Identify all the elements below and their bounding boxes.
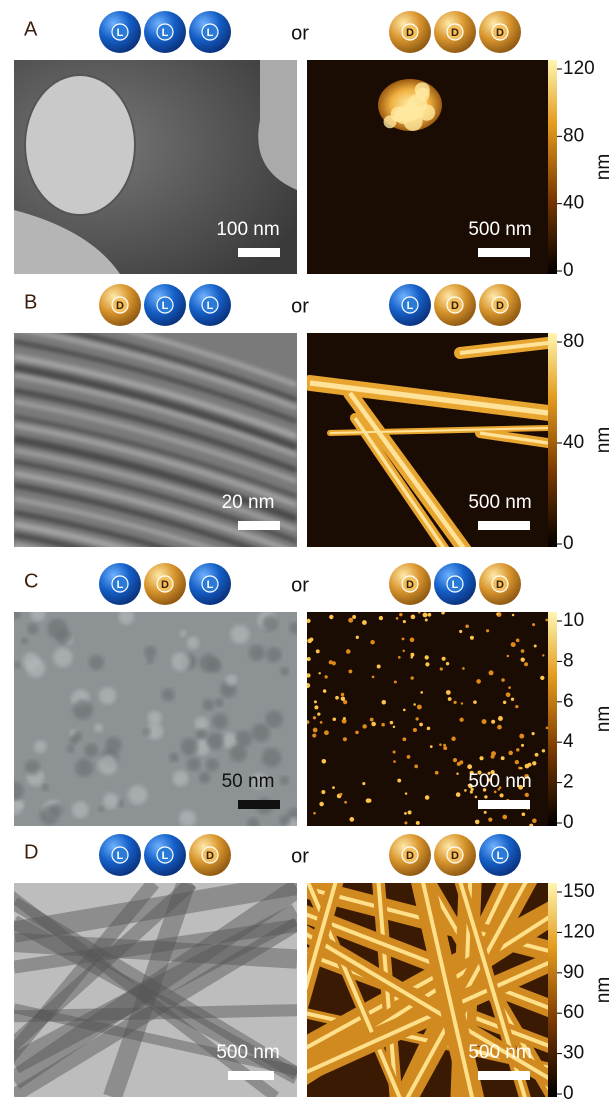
scale-label: 500 nm — [468, 1042, 531, 1063]
bead-letter: L — [117, 579, 124, 591]
scale-bar — [238, 521, 280, 530]
figure: ALLLorDDD100 nm500 nm04080120nmBDLLorLDD… — [0, 0, 614, 1106]
bead-letter: D — [451, 850, 459, 862]
colorbar-tick-label: 0 — [563, 533, 574, 554]
bead-letter: L — [117, 27, 124, 39]
tem-image — [5, 607, 303, 832]
bead-letter: L — [117, 850, 124, 862]
colorbar-tick-label: 0 — [563, 812, 574, 833]
colorbar-unit: nm — [593, 706, 614, 732]
colorbar-tick-label: 80 — [563, 125, 584, 146]
colorbar — [548, 333, 557, 547]
scale-label: 50 nm — [222, 771, 275, 792]
scale-label: 500 nm — [468, 771, 531, 792]
colorbar-tick-label: 6 — [563, 691, 574, 712]
bead-letter: L — [452, 579, 459, 591]
colorbar-unit: nm — [593, 977, 614, 1003]
bead-letter: L — [207, 300, 214, 312]
colorbar-tick-label: 30 — [563, 1043, 584, 1064]
bead-letter: L — [162, 850, 169, 862]
bead-letter: D — [451, 300, 459, 312]
panel-label: A — [24, 18, 38, 40]
scale-bar — [478, 800, 530, 809]
colorbar-tick-label: 120 — [563, 921, 595, 942]
scale-label: 500 nm — [468, 219, 531, 240]
or-label: or — [291, 22, 309, 44]
panel-label: D — [24, 841, 38, 863]
bead-letter: D — [116, 300, 124, 312]
afm-image — [307, 60, 548, 274]
scale-label: 500 nm — [216, 1042, 279, 1063]
colorbar-unit: nm — [593, 427, 614, 453]
panel-label: C — [24, 570, 38, 592]
scale-bar — [478, 1071, 530, 1080]
bead-letter: D — [206, 850, 214, 862]
colorbar-tick-label: 120 — [563, 58, 595, 79]
colorbar-tick-label: 40 — [563, 193, 584, 214]
scale-label: 20 nm — [222, 492, 275, 513]
scale-label: 100 nm — [216, 219, 279, 240]
colorbar — [548, 612, 557, 826]
colorbar-unit: nm — [593, 154, 614, 180]
bead-letter: L — [162, 300, 169, 312]
tem-image — [14, 60, 297, 274]
colorbar-tick-label: 0 — [563, 1083, 574, 1104]
bead-letter: D — [451, 27, 459, 39]
colorbar — [548, 60, 557, 274]
panel-label: B — [24, 291, 37, 313]
colorbar-tick-label: 80 — [563, 331, 584, 352]
bead-letter: D — [406, 27, 414, 39]
afm-image — [305, 611, 548, 828]
scale-bar — [228, 1071, 274, 1080]
colorbar-tick-label: 4 — [563, 731, 574, 752]
scale-bar — [478, 521, 530, 530]
tem-image — [0, 883, 340, 1097]
bead-letter: L — [497, 850, 504, 862]
or-label: or — [291, 845, 309, 867]
bead-letter: D — [496, 27, 504, 39]
bead-letter: L — [407, 300, 414, 312]
colorbar-tick-label: 40 — [563, 432, 584, 453]
scale-label: 500 nm — [468, 492, 531, 513]
colorbar — [548, 883, 557, 1097]
colorbar-tick-label: 150 — [563, 881, 595, 902]
colorbar-tick-label: 8 — [563, 650, 574, 671]
bead-letter: D — [161, 579, 169, 591]
or-label: or — [291, 295, 309, 317]
scale-bar — [478, 248, 530, 257]
scale-bar — [238, 248, 280, 257]
bead-letter: D — [496, 300, 504, 312]
or-label: or — [291, 574, 309, 596]
colorbar-tick-label: 60 — [563, 1002, 584, 1023]
colorbar-tick-label: 2 — [563, 772, 574, 793]
bead-letter: D — [406, 850, 414, 862]
scale-bar — [238, 800, 280, 809]
bead-letter: D — [496, 579, 504, 591]
bead-letter: L — [207, 579, 214, 591]
bead-letter: L — [162, 27, 169, 39]
colorbar-tick-label: 10 — [563, 610, 584, 631]
bead-letter: L — [207, 27, 214, 39]
bead-letter: D — [406, 579, 414, 591]
colorbar-tick-label: 90 — [563, 962, 584, 983]
colorbar-tick-label: 0 — [563, 260, 574, 281]
